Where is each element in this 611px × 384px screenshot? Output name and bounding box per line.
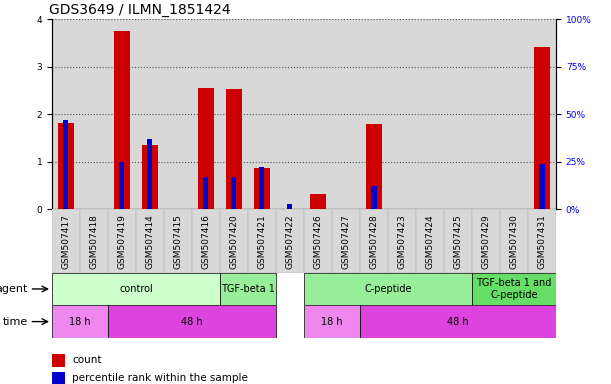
Bar: [192, 19, 220, 209]
Bar: [64, 120, 68, 209]
Bar: [528, 209, 556, 273]
Bar: [287, 204, 293, 209]
Bar: [360, 19, 388, 209]
Bar: [534, 47, 550, 209]
Bar: [108, 19, 136, 209]
Text: 48 h: 48 h: [447, 316, 469, 327]
Bar: [371, 187, 376, 209]
Bar: [310, 194, 326, 209]
Bar: [164, 209, 192, 273]
Bar: [332, 19, 360, 209]
Bar: [500, 209, 528, 273]
Bar: [220, 273, 276, 305]
Bar: [164, 19, 192, 209]
Bar: [388, 209, 416, 273]
Bar: [147, 139, 153, 209]
Text: time: time: [3, 316, 28, 327]
Text: 48 h: 48 h: [181, 316, 203, 327]
Bar: [52, 372, 65, 384]
Bar: [360, 305, 556, 338]
Text: C-peptide: C-peptide: [364, 284, 412, 294]
Bar: [114, 31, 130, 209]
Text: percentile rank within the sample: percentile rank within the sample: [72, 372, 248, 383]
Text: GSM507430: GSM507430: [510, 214, 519, 269]
Bar: [260, 167, 265, 209]
Bar: [52, 354, 65, 367]
Bar: [192, 209, 220, 273]
Text: 18 h: 18 h: [321, 316, 343, 327]
Bar: [528, 19, 556, 209]
Bar: [52, 273, 220, 305]
Bar: [304, 305, 360, 338]
Bar: [304, 19, 332, 209]
Text: count: count: [72, 355, 101, 366]
Bar: [332, 209, 360, 273]
Text: GSM507425: GSM507425: [453, 214, 463, 269]
Text: GSM507423: GSM507423: [398, 214, 406, 269]
Bar: [366, 124, 382, 209]
Bar: [52, 209, 80, 273]
Bar: [444, 209, 472, 273]
Text: GSM507417: GSM507417: [62, 214, 70, 269]
Text: GSM507415: GSM507415: [174, 214, 183, 269]
Bar: [108, 209, 136, 273]
Bar: [226, 89, 242, 209]
Bar: [198, 88, 214, 209]
Text: GSM507420: GSM507420: [230, 214, 238, 269]
Text: GSM507428: GSM507428: [370, 214, 378, 269]
Bar: [472, 19, 500, 209]
Text: GSM507431: GSM507431: [538, 214, 546, 269]
Text: GSM507429: GSM507429: [481, 214, 491, 269]
Bar: [80, 209, 108, 273]
Bar: [444, 19, 472, 209]
Bar: [276, 19, 304, 209]
Bar: [416, 209, 444, 273]
Text: GSM507422: GSM507422: [285, 214, 295, 269]
Bar: [136, 209, 164, 273]
Bar: [142, 145, 158, 209]
Bar: [52, 305, 108, 338]
Bar: [416, 19, 444, 209]
Bar: [540, 164, 544, 209]
Bar: [232, 177, 236, 209]
Text: GSM507424: GSM507424: [425, 214, 434, 269]
Bar: [500, 19, 528, 209]
Text: GSM507421: GSM507421: [257, 214, 266, 269]
Bar: [276, 209, 304, 273]
Bar: [136, 19, 164, 209]
Bar: [80, 19, 108, 209]
Bar: [58, 123, 74, 209]
Text: agent: agent: [0, 284, 28, 294]
Text: GSM507427: GSM507427: [342, 214, 351, 269]
Bar: [248, 19, 276, 209]
Bar: [220, 209, 248, 273]
Bar: [248, 209, 276, 273]
Bar: [220, 19, 248, 209]
Text: GDS3649 / ILMN_1851424: GDS3649 / ILMN_1851424: [49, 3, 231, 17]
Text: TGF-beta 1: TGF-beta 1: [221, 284, 275, 294]
Bar: [360, 209, 388, 273]
Bar: [388, 19, 416, 209]
Bar: [304, 209, 332, 273]
Bar: [304, 273, 472, 305]
Bar: [203, 177, 208, 209]
Text: control: control: [119, 284, 153, 294]
Text: GSM507419: GSM507419: [117, 214, 126, 269]
Text: GSM507418: GSM507418: [89, 214, 98, 269]
Bar: [254, 168, 269, 209]
Bar: [472, 273, 556, 305]
Text: GSM507426: GSM507426: [313, 214, 323, 269]
Text: 18 h: 18 h: [69, 316, 91, 327]
Bar: [108, 305, 276, 338]
Bar: [52, 19, 80, 209]
Bar: [119, 162, 125, 209]
Text: GSM507416: GSM507416: [202, 214, 210, 269]
Text: GSM507414: GSM507414: [145, 214, 155, 269]
Bar: [472, 209, 500, 273]
Text: TGF-beta 1 and
C-peptide: TGF-beta 1 and C-peptide: [477, 278, 552, 300]
